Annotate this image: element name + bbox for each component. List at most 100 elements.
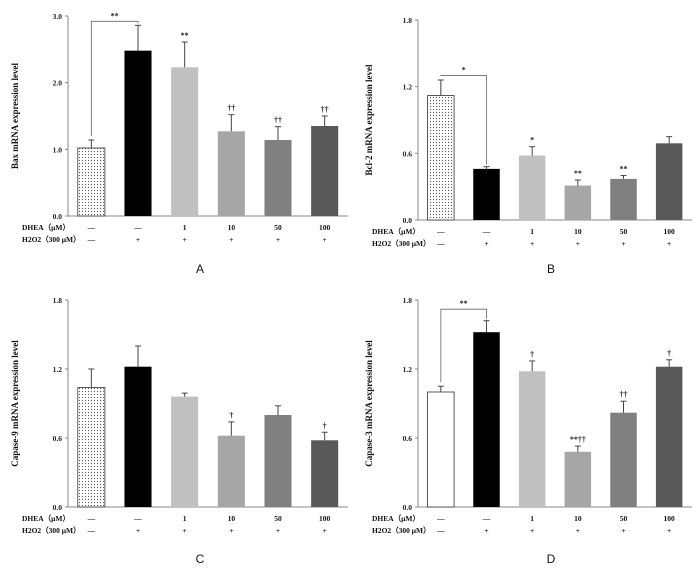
- panel-letter: C: [196, 552, 205, 566]
- significance-bracket: [440, 75, 487, 165]
- h2o2-value: +: [530, 239, 534, 248]
- dhea-value: 1: [530, 514, 534, 523]
- dhea-value: 1: [530, 227, 534, 236]
- bar: [518, 155, 546, 220]
- bar: [124, 50, 152, 216]
- y-tick-label: 0.0: [53, 212, 63, 221]
- panel-a: 0.0 1.0 2.0 3.0 Bax mRNA expression level — — —…: [10, 11, 348, 276]
- panel-c: 0.0 0.6 1.2 1.8 Capase-9 mRNA expression lev…: [10, 296, 348, 566]
- panel-letter: A: [196, 262, 204, 276]
- y-tick-label: 1.2: [53, 365, 63, 374]
- bar: [124, 366, 152, 507]
- significance-label: ††: [321, 105, 329, 114]
- dhea-value: 100: [664, 227, 676, 236]
- dhea-value: 50: [274, 223, 282, 232]
- y-tick-label: 1.8: [403, 16, 413, 25]
- bracket-label: *: [462, 66, 466, 75]
- dhea-value: 100: [664, 514, 676, 523]
- significance-label: ††: [620, 390, 628, 399]
- bar: [518, 371, 546, 507]
- significance-bracket: [90, 20, 139, 136]
- h2o2-value: +: [323, 235, 327, 244]
- h2o2-value: —: [87, 526, 96, 535]
- bar: [171, 396, 199, 507]
- dhea-value: —: [436, 227, 445, 236]
- significance-label: †: [530, 350, 534, 359]
- h2o2-value: +: [667, 239, 671, 248]
- bar: [264, 140, 292, 216]
- dhea-row-label: DHEA（μM）: [372, 226, 420, 236]
- y-tick-label: 2.0: [53, 79, 63, 88]
- dhea-row-label: DHEA（μM）: [22, 222, 70, 232]
- bar: [264, 415, 292, 507]
- h2o2-value: +: [229, 526, 233, 535]
- bar: [217, 131, 245, 216]
- h2o2-value: +: [323, 526, 327, 535]
- dhea-value: 50: [620, 227, 628, 236]
- y-axis-title: Capase-3 mRNA expression level: [364, 340, 374, 467]
- y-tick-label: 3.0: [53, 12, 63, 21]
- bar: [655, 143, 683, 220]
- h2o2-row-label: H2O2（300 μM）: [372, 238, 431, 248]
- h2o2-row-label: H2O2（300 μM）: [22, 525, 81, 535]
- h2o2-value: +: [276, 235, 280, 244]
- h2o2-value: +: [667, 526, 671, 535]
- h2o2-value: +: [229, 235, 233, 244]
- dhea-value: 100: [319, 514, 331, 523]
- bar: [610, 412, 637, 507]
- h2o2-row-label: H2O2（300 μM）: [372, 525, 431, 535]
- dhea-value: 10: [574, 227, 582, 236]
- dhea-value: 10: [228, 223, 236, 232]
- significance-label: †: [323, 421, 327, 430]
- y-tick-label: 0.0: [403, 503, 413, 512]
- h2o2-value: +: [136, 235, 140, 244]
- panel-letter: D: [547, 552, 556, 566]
- y-tick-label: 0.6: [403, 149, 413, 158]
- y-tick-label: 1.2: [403, 365, 413, 374]
- panel-b: 0.0 0.6 1.2 1.8 Bcl-2 mRNA expression level —…: [364, 16, 692, 276]
- bar: [77, 386, 106, 508]
- h2o2-value: —: [436, 526, 445, 535]
- significance-bracket: [440, 308, 487, 383]
- dhea-value: 1: [183, 223, 187, 232]
- dhea-value: —: [133, 514, 142, 523]
- y-axis-title: Bax mRNA expression level: [10, 62, 20, 169]
- dhea-value: 100: [319, 223, 331, 232]
- y-tick-label: 0.6: [403, 434, 413, 443]
- bar: [217, 435, 245, 507]
- panel-letter: B: [547, 262, 555, 276]
- dhea-value: —: [87, 514, 96, 523]
- bar: [427, 391, 455, 508]
- dhea-value: 10: [228, 514, 236, 523]
- significance-label: †: [667, 349, 671, 358]
- significance-label: **: [574, 169, 582, 178]
- y-tick-label: 0.0: [53, 503, 63, 512]
- significance-label: *: [530, 136, 534, 145]
- y-tick-label: 0.0: [403, 216, 413, 225]
- bar: [311, 126, 339, 216]
- dhea-value: 10: [574, 514, 582, 523]
- h2o2-value: +: [530, 526, 534, 535]
- y-axis-title: Capase-9 mRNA expression level: [10, 340, 20, 467]
- h2o2-value: +: [621, 239, 625, 248]
- bar: [564, 451, 592, 507]
- dhea-value: —: [436, 514, 445, 523]
- significance-label: **: [620, 165, 628, 174]
- bar: [655, 366, 683, 507]
- significance-label: **: [181, 31, 189, 40]
- dhea-value: —: [482, 227, 491, 236]
- y-tick-label: 0.6: [53, 434, 63, 443]
- bar: [610, 178, 637, 220]
- dhea-value: —: [133, 223, 142, 232]
- dhea-value: 50: [620, 514, 628, 523]
- h2o2-value: —: [87, 235, 96, 244]
- bar: [473, 168, 500, 220]
- significance-label: ††: [227, 104, 235, 113]
- bar: [427, 95, 455, 221]
- y-tick-label: 1.8: [53, 296, 63, 305]
- h2o2-value: +: [484, 526, 488, 535]
- h2o2-value: +: [276, 526, 280, 535]
- bar: [171, 67, 199, 216]
- bar: [564, 185, 592, 220]
